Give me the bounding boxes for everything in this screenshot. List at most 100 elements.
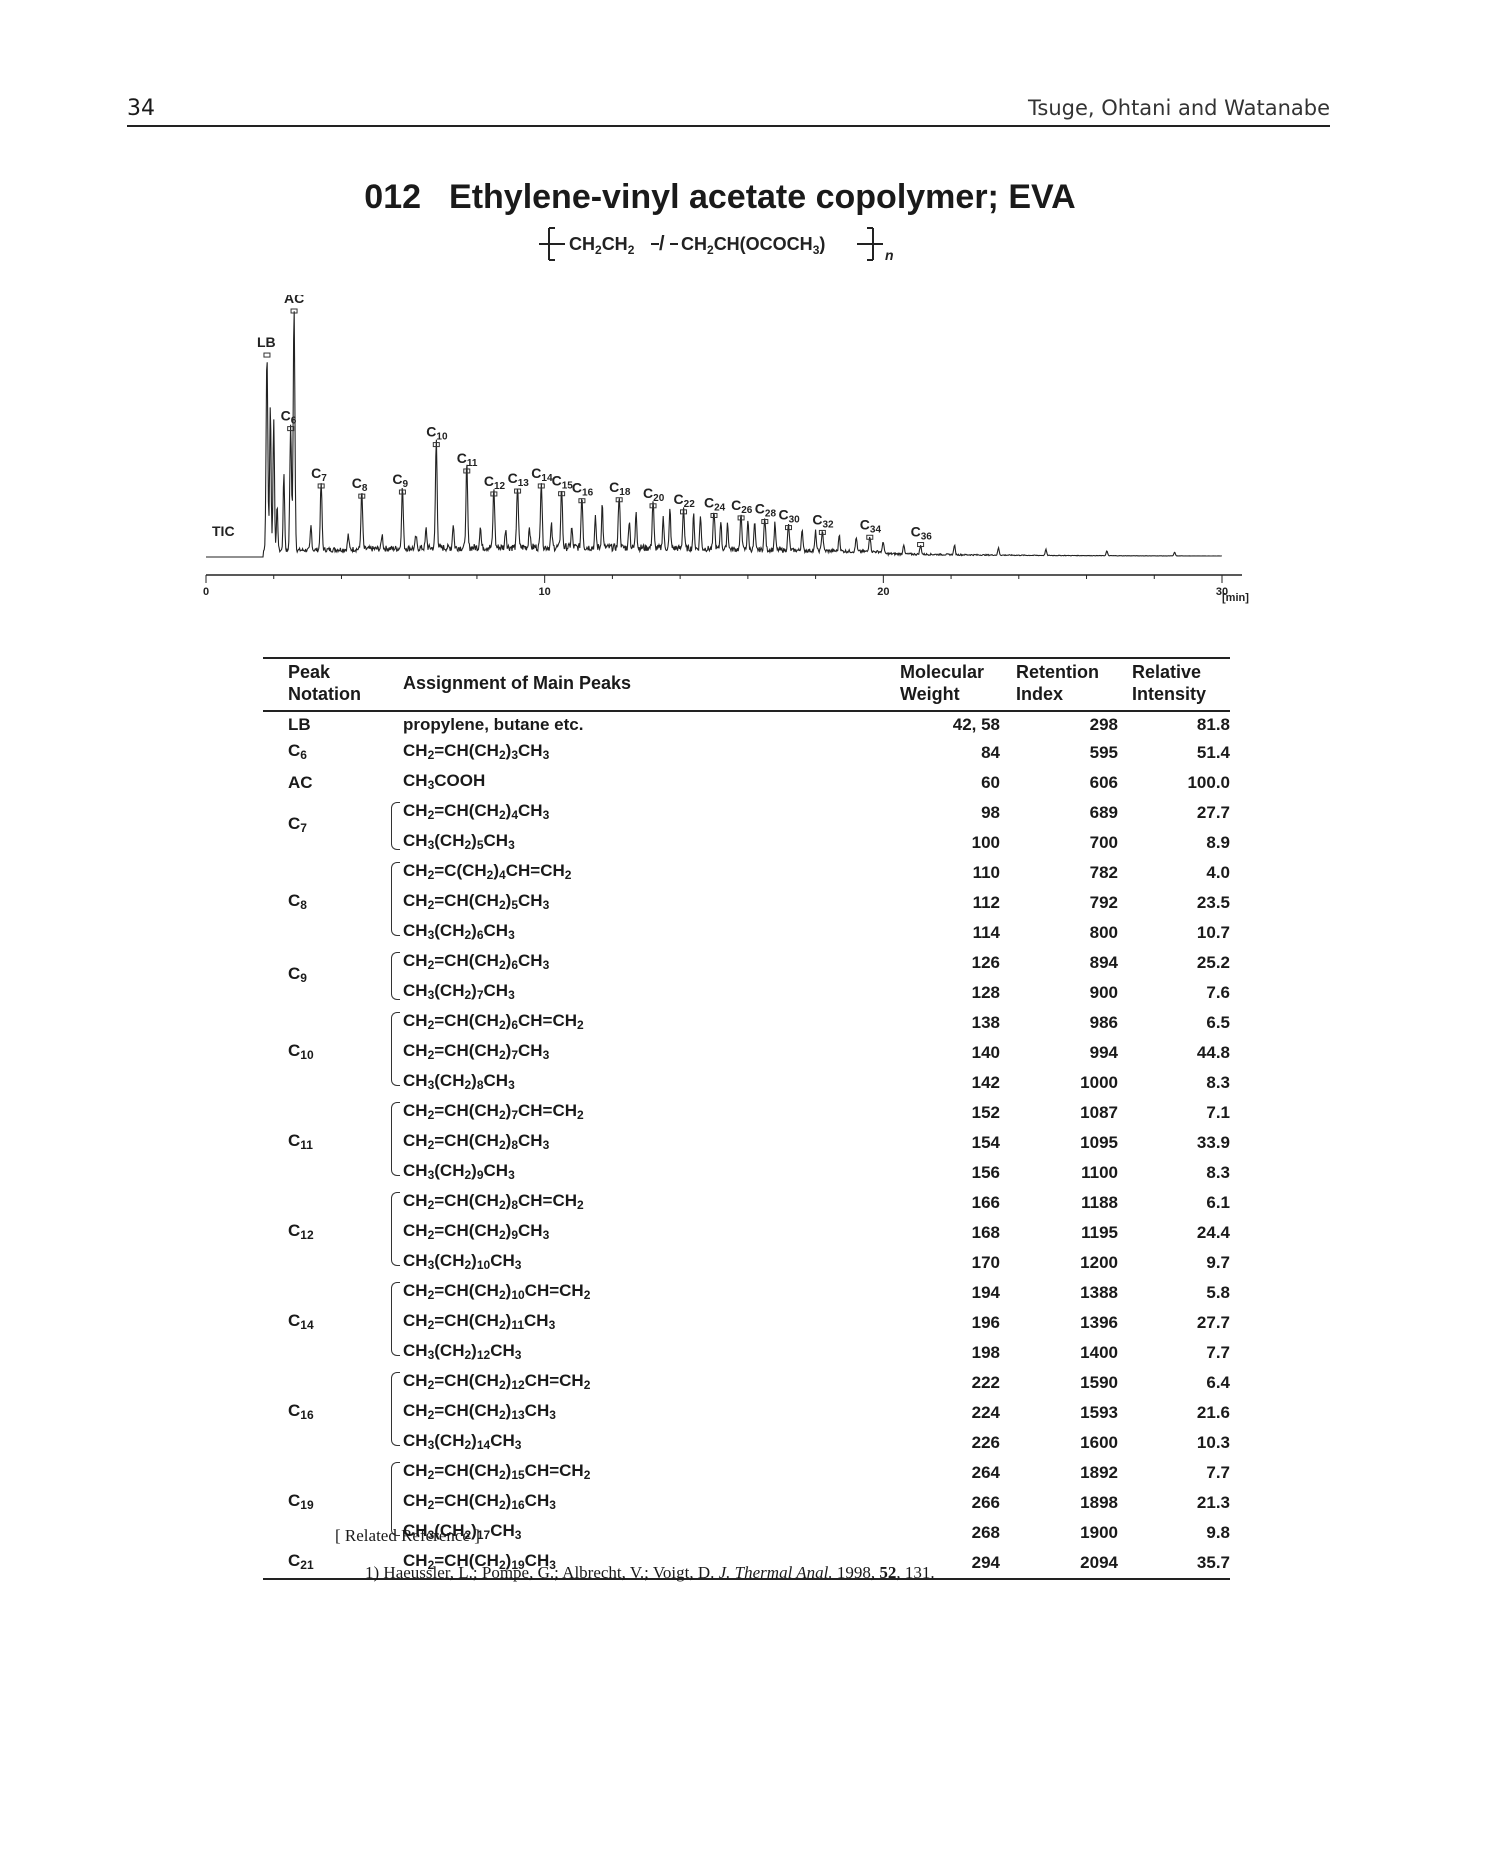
peak-notation-cell bbox=[263, 1068, 403, 1098]
peak-notation-cell bbox=[263, 858, 403, 888]
peak-label: C16 bbox=[572, 480, 594, 499]
peak-notation-cell: C8 bbox=[288, 891, 307, 912]
retention-index-cell: 1400 bbox=[1080, 1343, 1118, 1362]
assignment-cell: CH3(CH2)5CH3 bbox=[403, 831, 515, 852]
table-row: CH3(CH2)6CH3 114 800 10.7 bbox=[263, 918, 1230, 948]
peak-label: C22 bbox=[674, 491, 696, 510]
relative-intensity-cell: 44.8 bbox=[1196, 1043, 1230, 1062]
table-row: CH3(CH2)5CH3 100 700 8.9 bbox=[263, 828, 1230, 858]
peak-label: C9 bbox=[392, 471, 408, 490]
retention-index-cell: 689 bbox=[1089, 803, 1118, 822]
molecular-weight-cell: 170 bbox=[971, 1253, 1000, 1272]
molecular-weight-cell: 84 bbox=[981, 743, 1000, 762]
peak-marker bbox=[490, 491, 498, 497]
peak-notation-cell: LB bbox=[288, 715, 311, 734]
table-row: CH2=CH(CH2)12CH=CH2 222 1590 6.4 bbox=[263, 1368, 1230, 1446]
peak-marker bbox=[761, 519, 769, 525]
table-row: CH2=C(CH2)4CH=CH2 110 782 4.0 bbox=[263, 858, 1230, 936]
peak-notation-cell: C6 bbox=[288, 741, 307, 762]
assignment-cell: propylene, butane etc. bbox=[403, 715, 584, 734]
peak-notation-cell bbox=[263, 918, 403, 948]
x-tick-label: 30 bbox=[1216, 586, 1228, 598]
peak-marker bbox=[463, 468, 471, 474]
retention-index-cell: 595 bbox=[1089, 743, 1118, 762]
x-tick-label: 10 bbox=[539, 586, 551, 598]
group-brace bbox=[391, 862, 400, 936]
reference-item: 1) Haeussler, L.; Pompe, G.; Albrecht, V… bbox=[365, 1563, 935, 1582]
retention-index-cell: 1087 bbox=[1080, 1103, 1118, 1122]
molecular-weight-cell: 42, 58 bbox=[952, 715, 1000, 734]
molecular-weight-cell: 152 bbox=[971, 1103, 1000, 1122]
relative-intensity-cell: 21.6 bbox=[1196, 1403, 1230, 1422]
relative-intensity-cell: 10.3 bbox=[1196, 1433, 1230, 1452]
group-brace bbox=[391, 1102, 400, 1176]
table-row: C9 CH2=CH(CH2)6CH3 126 894 25.2 bbox=[263, 948, 1230, 1000]
assignment-cell: CH3(CH2)8CH3 bbox=[403, 1071, 515, 1092]
relative-intensity-cell: 21.3 bbox=[1196, 1493, 1230, 1512]
retention-index-cell: 782 bbox=[1089, 863, 1118, 882]
assignment-cell: CH3(CH2)12CH3 bbox=[403, 1341, 522, 1362]
assignment-cell: CH2=CH(CH2)4CH3 bbox=[391, 798, 900, 850]
group-brace bbox=[391, 1372, 400, 1446]
molecular-weight-cell: 196 bbox=[971, 1313, 1000, 1332]
molecular-weight-cell: 112 bbox=[972, 893, 1000, 912]
peak-notation-cell bbox=[263, 1458, 403, 1488]
table-row: CH2=CH(CH2)10CH=CH2 194 1388 5.8 bbox=[263, 1278, 1230, 1356]
molecular-weight-cell: 156 bbox=[971, 1163, 1000, 1182]
compound-number: 012 bbox=[364, 178, 422, 216]
table-row: C16 CH2=CH(CH2)13CH3 224 1593 21.6 bbox=[263, 1398, 1230, 1428]
peak-marker bbox=[317, 483, 325, 489]
peak-marker bbox=[917, 542, 925, 548]
retention-index-cell: 1900 bbox=[1080, 1523, 1118, 1542]
retention-index-cell: 1590 bbox=[1080, 1373, 1118, 1392]
header-assignment: Assignment of Main Peaks bbox=[403, 657, 900, 712]
table-row: CH2=CH(CH2)15CH=CH2 264 1892 7.7 bbox=[263, 1458, 1230, 1536]
peak-marker bbox=[649, 503, 657, 509]
table-row: C7 CH2=CH(CH2)4CH3 98 689 27.7 bbox=[263, 798, 1230, 850]
peak-marker bbox=[358, 493, 366, 499]
table-row: C8 CH2=CH(CH2)5CH3 112 792 23.5 bbox=[263, 888, 1230, 918]
table-row: C19 CH2=CH(CH2)16CH3 266 1898 21.3 bbox=[263, 1488, 1230, 1518]
molecular-weight-cell: 166 bbox=[971, 1193, 1000, 1212]
peak-label: C15 bbox=[552, 473, 574, 492]
relative-intensity-cell: 6.1 bbox=[1206, 1193, 1230, 1212]
peak-label: C11 bbox=[457, 450, 478, 469]
peak-marker bbox=[432, 442, 440, 448]
group-brace bbox=[391, 1012, 400, 1086]
peak-marker bbox=[558, 491, 566, 497]
retention-index-cell: 1388 bbox=[1080, 1283, 1118, 1302]
molecular-weight-cell: 198 bbox=[971, 1343, 1000, 1362]
relative-intensity-cell: 7.6 bbox=[1206, 983, 1230, 1002]
table-row: C12 CH2=CH(CH2)9CH3 168 1195 24.4 bbox=[263, 1218, 1230, 1248]
retention-index-cell: 1892 bbox=[1080, 1463, 1118, 1482]
molecular-weight-cell: 222 bbox=[971, 1373, 1000, 1392]
assignment-cell: CH2=CH(CH2)6CH3 bbox=[391, 948, 900, 1000]
table-row: CH3(CH2)17CH3 268 1900 9.8 bbox=[263, 1518, 1230, 1548]
peak-marker bbox=[537, 483, 545, 489]
assignment-cell: CH2=CH(CH2)16CH3 bbox=[403, 1491, 556, 1512]
formula-subscript-n: n bbox=[885, 247, 894, 263]
assignment-cell: CH2=CH(CH2)8CH=CH2 bbox=[391, 1188, 900, 1266]
peak-marker bbox=[287, 426, 295, 432]
relative-intensity-cell: 8.3 bbox=[1206, 1163, 1230, 1182]
table-row: C14 CH2=CH(CH2)11CH3 196 1396 27.7 bbox=[263, 1308, 1230, 1338]
relative-intensity-cell: 8.9 bbox=[1206, 833, 1230, 852]
peak-label: C7 bbox=[311, 465, 327, 484]
relative-intensity-cell: 10.7 bbox=[1196, 923, 1230, 942]
peak-marker bbox=[398, 489, 406, 495]
molecular-weight-cell: 140 bbox=[971, 1043, 1000, 1062]
peak-notation-cell bbox=[263, 1188, 403, 1218]
reference-journal: J. Thermal Anal. bbox=[718, 1563, 833, 1582]
peak-marker bbox=[514, 488, 522, 494]
peak-notation-cell bbox=[263, 1008, 403, 1038]
molecular-weight-cell: 114 bbox=[972, 923, 1000, 942]
assignment-cell: CH2=CH(CH2)10CH=CH2 bbox=[391, 1278, 900, 1356]
peak-marker bbox=[866, 534, 874, 540]
retention-index-cell: 994 bbox=[1089, 1043, 1118, 1062]
assignment-cell: CH3COOH bbox=[403, 771, 486, 792]
retention-index-cell: 1200 bbox=[1080, 1253, 1118, 1272]
relative-intensity-cell: 9.8 bbox=[1206, 1523, 1230, 1542]
peak-label: C32 bbox=[812, 511, 834, 530]
peak-label: LB bbox=[257, 334, 276, 350]
